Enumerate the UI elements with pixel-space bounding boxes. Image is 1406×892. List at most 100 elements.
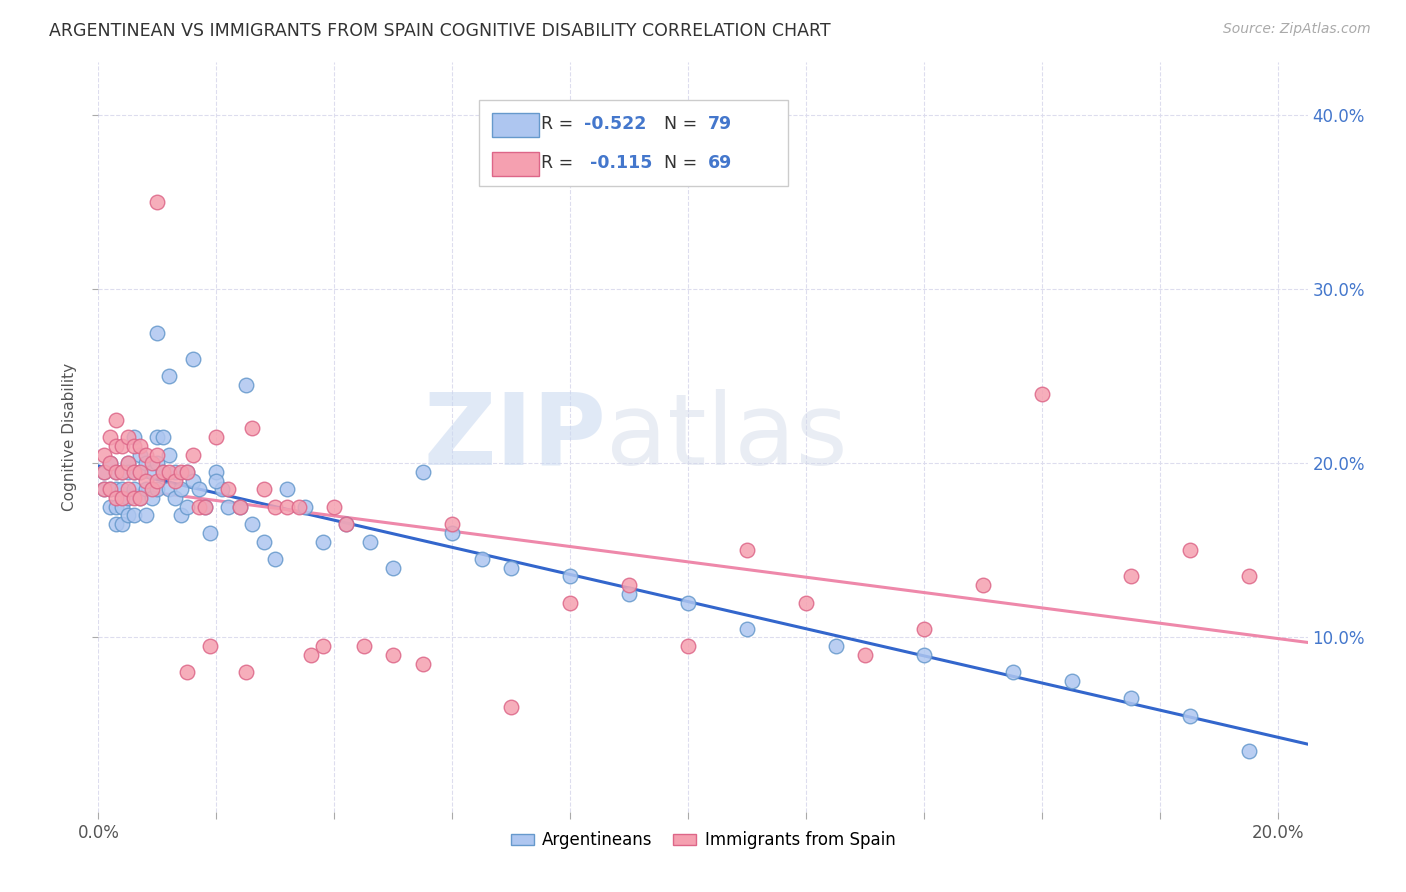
Point bbox=[205, 430, 228, 444]
Point bbox=[135, 456, 157, 470]
Point bbox=[299, 648, 322, 662]
Point bbox=[501, 561, 523, 575]
Point bbox=[353, 639, 375, 653]
Point bbox=[1178, 543, 1201, 558]
Point bbox=[1119, 569, 1142, 583]
Point bbox=[335, 517, 357, 532]
Point bbox=[141, 456, 163, 470]
Point bbox=[1001, 665, 1024, 680]
Legend: Argentineans, Immigrants from Spain: Argentineans, Immigrants from Spain bbox=[503, 824, 903, 855]
Point bbox=[1237, 744, 1260, 758]
Point bbox=[157, 448, 180, 462]
Point bbox=[165, 491, 187, 505]
Point bbox=[111, 491, 134, 505]
Point bbox=[1237, 569, 1260, 583]
Point bbox=[252, 483, 274, 497]
Point bbox=[146, 483, 169, 497]
Point bbox=[98, 456, 121, 470]
Point bbox=[276, 500, 298, 514]
Point bbox=[152, 430, 174, 444]
Point bbox=[170, 483, 193, 497]
Point bbox=[205, 474, 228, 488]
Point bbox=[294, 500, 316, 514]
Point bbox=[170, 508, 193, 523]
Point bbox=[117, 456, 139, 470]
Point bbox=[98, 500, 121, 514]
Point bbox=[146, 448, 169, 462]
Point bbox=[122, 439, 145, 453]
Point bbox=[501, 700, 523, 714]
Point bbox=[1119, 691, 1142, 706]
Point bbox=[176, 500, 198, 514]
Point bbox=[135, 448, 157, 462]
Point bbox=[146, 194, 169, 209]
Point bbox=[128, 439, 150, 453]
Point bbox=[105, 465, 128, 479]
Point bbox=[105, 439, 128, 453]
Text: ARGENTINEAN VS IMMIGRANTS FROM SPAIN COGNITIVE DISABILITY CORRELATION CHART: ARGENTINEAN VS IMMIGRANTS FROM SPAIN COG… bbox=[49, 22, 831, 40]
Point bbox=[912, 648, 935, 662]
Point bbox=[141, 483, 163, 497]
Point bbox=[735, 622, 758, 636]
Point bbox=[111, 439, 134, 453]
Point bbox=[122, 465, 145, 479]
Point bbox=[264, 500, 287, 514]
Point bbox=[853, 648, 876, 662]
Point bbox=[412, 657, 434, 671]
Point bbox=[128, 465, 150, 479]
Point bbox=[200, 639, 222, 653]
Text: atlas: atlas bbox=[606, 389, 848, 485]
Point bbox=[165, 474, 187, 488]
Point bbox=[194, 500, 217, 514]
Point bbox=[122, 483, 145, 497]
Point bbox=[170, 465, 193, 479]
Point bbox=[471, 552, 494, 566]
Point bbox=[98, 483, 121, 497]
Point bbox=[122, 465, 145, 479]
Point bbox=[146, 430, 169, 444]
Point bbox=[200, 525, 222, 540]
Text: ZIP: ZIP bbox=[423, 389, 606, 485]
Text: Source: ZipAtlas.com: Source: ZipAtlas.com bbox=[1223, 22, 1371, 37]
Point bbox=[152, 465, 174, 479]
Point bbox=[235, 377, 257, 392]
Point bbox=[187, 500, 209, 514]
Point bbox=[912, 622, 935, 636]
Point bbox=[135, 483, 157, 497]
Point bbox=[98, 430, 121, 444]
Point bbox=[217, 483, 239, 497]
Point bbox=[105, 465, 128, 479]
Point bbox=[217, 500, 239, 514]
Point bbox=[240, 421, 263, 435]
Point bbox=[181, 351, 204, 366]
Point bbox=[117, 508, 139, 523]
Point bbox=[288, 500, 311, 514]
Point bbox=[1178, 709, 1201, 723]
Y-axis label: Cognitive Disability: Cognitive Disability bbox=[62, 363, 77, 511]
Point bbox=[105, 483, 128, 497]
Point bbox=[105, 500, 128, 514]
Point bbox=[157, 465, 180, 479]
Point bbox=[560, 596, 582, 610]
Point bbox=[794, 596, 817, 610]
Point bbox=[382, 561, 405, 575]
Point bbox=[122, 508, 145, 523]
Point bbox=[412, 465, 434, 479]
Point bbox=[152, 465, 174, 479]
Point bbox=[111, 483, 134, 497]
Point bbox=[128, 491, 150, 505]
Point bbox=[146, 326, 169, 340]
Point bbox=[111, 517, 134, 532]
Point bbox=[117, 456, 139, 470]
Point bbox=[335, 517, 357, 532]
Point bbox=[146, 474, 169, 488]
Point bbox=[441, 525, 464, 540]
Point bbox=[117, 465, 139, 479]
Point bbox=[229, 500, 252, 514]
Point bbox=[311, 534, 333, 549]
Point bbox=[122, 491, 145, 505]
Point bbox=[105, 491, 128, 505]
Point bbox=[1031, 386, 1053, 401]
Point bbox=[117, 483, 139, 497]
Point bbox=[117, 491, 139, 505]
